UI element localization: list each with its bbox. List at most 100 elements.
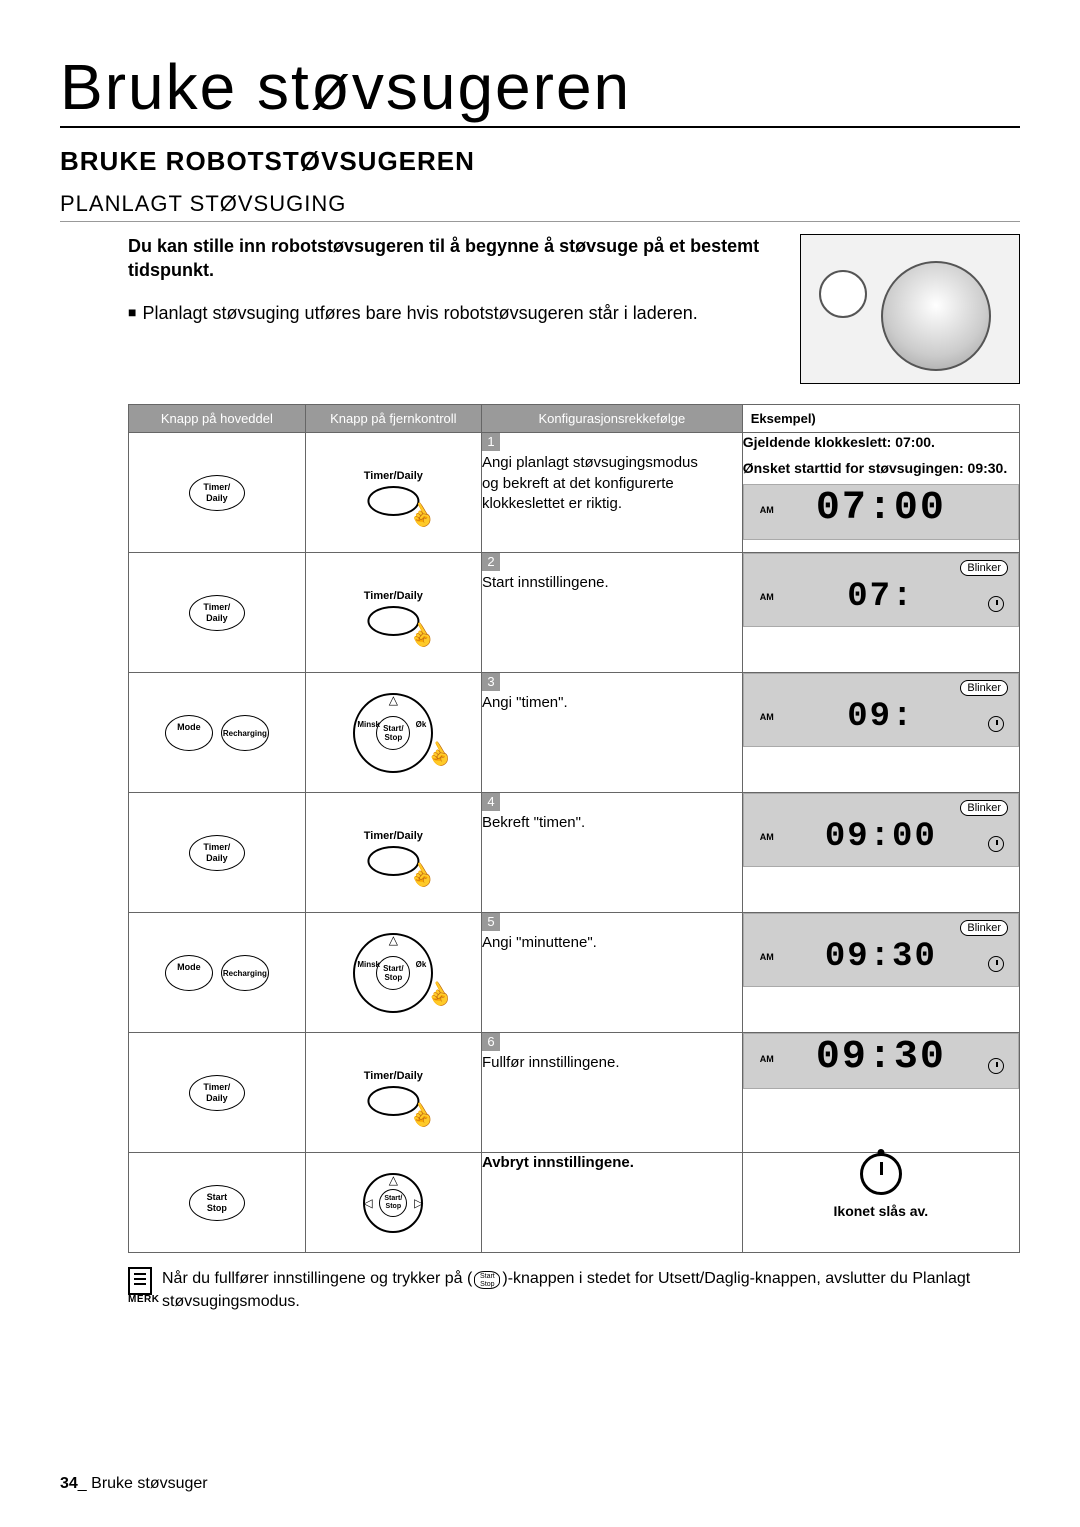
- remote-timer-daily-label-4: Timer/Daily: [364, 830, 423, 842]
- step-4-text: Bekreft "timen".: [482, 813, 714, 833]
- step-5-text: Angi "minuttene".: [482, 933, 714, 953]
- step-number-6: 6: [482, 1033, 500, 1051]
- blinker-label: Blinker: [960, 920, 1008, 936]
- dpad-up-icon: △: [389, 1173, 398, 1187]
- timer-daily-button-main-6: Timer/Daily: [189, 1075, 245, 1111]
- clock-icon: [819, 270, 867, 318]
- remote-timer-daily-label-6: Timer/Daily: [364, 1070, 423, 1082]
- icon-off-text: Ikonet slås av.: [743, 1203, 1019, 1219]
- lcd-display-4: Blinker AM 09:00: [743, 793, 1019, 867]
- clock-icon: [988, 836, 1004, 852]
- mode-button-main: Mode: [165, 715, 213, 751]
- step-number-4: 4: [482, 793, 500, 811]
- lcd-am-label: AM: [760, 952, 774, 962]
- clock-icon: [988, 716, 1004, 732]
- step-1-text: Angi planlagt støvsugingsmodus og bekref…: [482, 453, 714, 514]
- blinker-label: Blinker: [960, 680, 1008, 696]
- lcd-display-5: Blinker AM 09:30: [743, 913, 1019, 987]
- note-block: MERK Når du fullfører innstillingene og …: [128, 1267, 1020, 1313]
- hand-point-icon: ☝: [403, 619, 436, 652]
- lcd-time-5: 09:30: [825, 938, 937, 976]
- step-cancel-text: Avbryt innstillingene.: [482, 1153, 742, 1173]
- note-merk-label: MERK: [128, 1293, 159, 1308]
- dpad-right-icon: ▷: [414, 1196, 423, 1210]
- th-sequence: Konfigurasjonsrekkefølge: [481, 405, 742, 433]
- page-main-title: Bruke støvsugeren: [60, 50, 1020, 128]
- lcd-time-3: 09:: [847, 698, 914, 736]
- dpad-left-icon: ◁: [363, 1196, 372, 1210]
- remote-dpad: △ Minsk Øk Start/Stop ☝: [353, 693, 433, 773]
- hand-point-icon: ☝: [403, 1099, 436, 1132]
- lcd-display-2: Blinker AM 07:: [743, 553, 1019, 627]
- recharging-button-main-5: Recharging: [221, 955, 269, 991]
- mode-button-main-5: Mode: [165, 955, 213, 991]
- remote-timer-daily-button-6: ☝: [367, 1086, 419, 1116]
- remote-dpad-simple: △ ◁ ▷ Start/Stop: [363, 1173, 423, 1233]
- clock-icon: [988, 596, 1004, 612]
- start-stop-button-main: StartStop: [189, 1185, 245, 1221]
- example-desired-time: Ønsket starttid for støvsugingen: 09:30.: [743, 459, 1019, 479]
- step-2-text: Start innstillingene.: [482, 573, 714, 593]
- remote-timer-daily-button-4: ☝: [367, 846, 419, 876]
- blinker-label: Blinker: [960, 800, 1008, 816]
- remote-timer-daily-label-2: Timer/Daily: [364, 590, 423, 602]
- note-text: Når du fullfører innstillingene og trykk…: [162, 1267, 1020, 1313]
- timer-daily-button-main: Timer/Daily: [189, 475, 245, 511]
- step-6-text: Fullfør innstillingene.: [482, 1053, 714, 1073]
- hand-point-icon: ☝: [421, 738, 454, 771]
- blinker-label: Blinker: [960, 560, 1008, 576]
- remote-timer-daily-label: Timer/Daily: [364, 470, 423, 482]
- hand-point-icon: ☝: [421, 978, 454, 1011]
- lcd-am-label: AM: [760, 712, 774, 722]
- robot-icon: [881, 261, 991, 371]
- page-footer: 34_ Bruke støvsuger: [60, 1475, 208, 1493]
- footer-text: Bruke støvsuger: [91, 1475, 207, 1492]
- recharging-button-main: Recharging: [221, 715, 269, 751]
- dpad-right-label: Øk: [416, 960, 427, 969]
- example-current-time: Gjeldende klokkeslett: 07:00.: [743, 433, 1019, 453]
- intro-bold-text: Du kan stille inn robotstøvsugeren til å…: [128, 234, 776, 283]
- lcd-display-3: Blinker AM 09:: [743, 673, 1019, 747]
- lcd-display-1: AM 07:00: [743, 484, 1019, 540]
- start-stop-inline-badge: StartStop: [474, 1271, 500, 1289]
- dpad-center-startstop-7: Start/Stop: [379, 1189, 407, 1217]
- config-table: Knapp på hoveddel Knapp på fjernkontroll…: [128, 404, 1020, 1253]
- step-number-2: 2: [482, 553, 500, 571]
- lcd-time-6: 09:30: [816, 1035, 946, 1080]
- step-3-text: Angi "timen".: [482, 693, 714, 713]
- th-example: Eksempel): [742, 405, 1019, 433]
- step-number-3: 3: [482, 673, 500, 691]
- intro-paragraph: Planlagt støvsuging utføres bare hvis ro…: [128, 301, 776, 326]
- th-main-unit-button: Knapp på hoveddel: [129, 405, 305, 433]
- lcd-am-label: AM: [760, 1054, 774, 1064]
- big-clock-icon: [860, 1153, 902, 1195]
- page-sub-title: BRUKE ROBOTSTØVSUGEREN: [60, 146, 1020, 177]
- section-title: PLANLAGT STØVSUGING: [60, 191, 1020, 222]
- lcd-am-label: AM: [760, 505, 774, 515]
- dpad-center-startstop-5: Start/Stop: [376, 956, 410, 990]
- dpad-right-label: Øk: [416, 720, 427, 729]
- step-number-5: 5: [482, 913, 500, 931]
- th-remote-button: Knapp på fjernkontroll: [305, 405, 481, 433]
- dpad-center-startstop: Start/Stop: [376, 716, 410, 750]
- remote-dpad-5: △ Minsk Øk Start/Stop ☝: [353, 933, 433, 1013]
- clock-icon: [988, 1058, 1004, 1074]
- timer-daily-button-main-4: Timer/Daily: [189, 835, 245, 871]
- note-text-1: Når du fullfører innstillingene og trykk…: [162, 1270, 472, 1287]
- step-number-1: 1: [482, 433, 500, 451]
- page-number: 34: [60, 1475, 78, 1492]
- dpad-up-icon: △: [389, 693, 398, 707]
- lcd-time-2: 07:: [847, 578, 914, 616]
- dpad-up-icon: △: [389, 933, 398, 947]
- lcd-am-label: AM: [760, 832, 774, 842]
- intro-block: Du kan stille inn robotstøvsugeren til å…: [128, 234, 1020, 384]
- note-icon: MERK: [128, 1267, 152, 1295]
- timer-daily-button-main-2: Timer/Daily: [189, 595, 245, 631]
- lcd-time-1: 07:00: [816, 486, 946, 531]
- remote-timer-daily-button: ☝: [367, 486, 419, 516]
- hand-point-icon: ☝: [403, 859, 436, 892]
- lcd-display-6: AM 09:30: [743, 1033, 1019, 1089]
- intro-illustration: [800, 234, 1020, 384]
- hand-point-icon: ☝: [403, 499, 436, 532]
- lcd-time-4: 09:00: [825, 818, 937, 856]
